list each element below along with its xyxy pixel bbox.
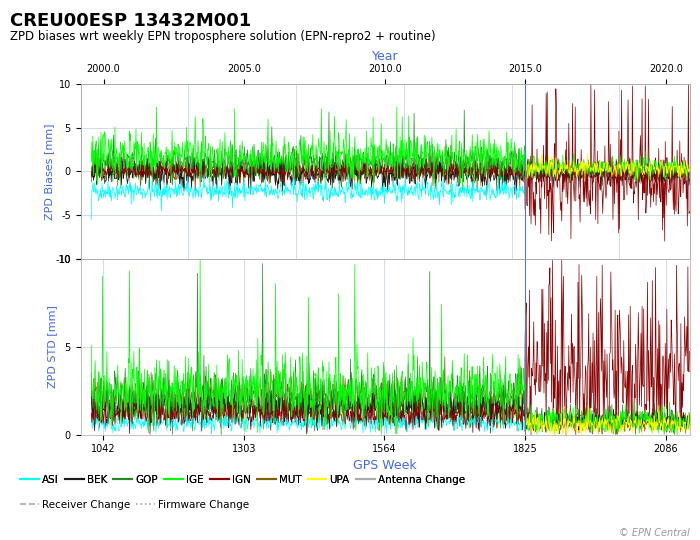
Text: © EPN Central: © EPN Central [619, 528, 690, 538]
Text: ZPD biases wrt weekly EPN troposphere solution (EPN-repro2 + routine): ZPD biases wrt weekly EPN troposphere so… [10, 30, 436, 43]
Legend: ASI, BEK, GOP, IGE, IGN, MUT, UPA, Antenna Change: ASI, BEK, GOP, IGE, IGN, MUT, UPA, Anten… [15, 470, 469, 489]
X-axis label: GPS Week: GPS Week [354, 458, 416, 471]
X-axis label: Year: Year [372, 50, 398, 63]
Text: CREU00ESP 13432M001: CREU00ESP 13432M001 [10, 12, 252, 30]
Legend: Receiver Change, Firmware Change: Receiver Change, Firmware Change [15, 496, 253, 514]
Y-axis label: ZPD Biases [mm]: ZPD Biases [mm] [43, 123, 54, 220]
Y-axis label: ZPD STD [mm]: ZPD STD [mm] [47, 306, 57, 388]
